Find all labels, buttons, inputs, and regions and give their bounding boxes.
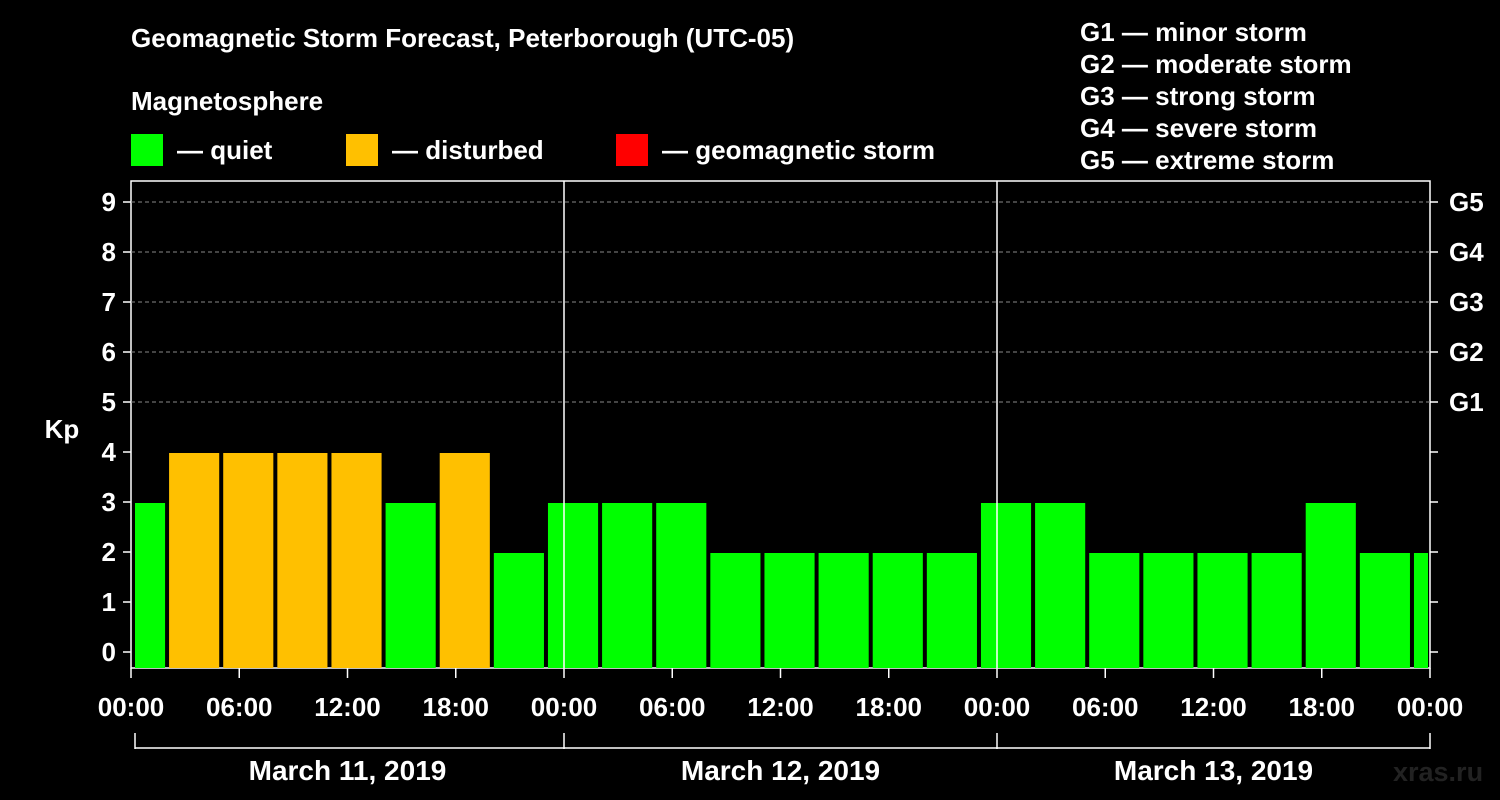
legend-item-disturbed: — disturbed [346, 133, 544, 167]
bar-8 [547, 503, 599, 668]
g-label-g5: G5 [1449, 187, 1484, 217]
x-tick-label-9: 06:00 [1072, 692, 1139, 722]
y-tick-label-3: 3 [102, 487, 116, 517]
storm-scale-legend: G1 — minor storm G2 — moderate storm G3 … [1080, 16, 1352, 176]
bar-17 [1035, 503, 1086, 668]
legend-label-disturbed: — disturbed [392, 134, 544, 165]
legend-swatch-storm [616, 134, 648, 166]
x-tick-label-8: 00:00 [964, 692, 1031, 722]
y-tick-label-1: 1 [102, 587, 116, 617]
legend-label-storm: — geomagnetic storm [662, 134, 936, 165]
bar-22 [1305, 503, 1356, 668]
bar-3 [277, 453, 328, 668]
x-tick-label-10: 12:00 [1180, 692, 1247, 722]
g-label-g1: G1 [1449, 387, 1484, 417]
y-tick-label-9: 9 [102, 187, 116, 217]
bar-10 [656, 503, 707, 668]
x-tick-label-4: 00:00 [531, 692, 598, 722]
watermark: xras.ru [1393, 757, 1484, 787]
g-label-g2: G2 [1449, 337, 1484, 367]
bar-4 [331, 453, 382, 668]
chart-title: Geomagnetic Storm Forecast, Peterborough… [131, 23, 795, 53]
scale-g3: G3 — strong storm [1080, 81, 1316, 111]
bar-12 [764, 553, 815, 668]
bar-1 [169, 453, 220, 668]
y-tick-label-7: 7 [102, 287, 116, 317]
x-tick-label-0: 00:00 [98, 692, 165, 722]
bar-24 [1413, 553, 1428, 668]
day-label-2: March 13, 2019 [1114, 755, 1313, 786]
x-tick-label-11: 18:00 [1289, 692, 1356, 722]
bar-6 [439, 453, 490, 668]
y-tick-label-5: 5 [102, 387, 116, 417]
y-tick-label-6: 6 [102, 337, 116, 367]
bar-23 [1359, 553, 1410, 668]
scale-g2: G2 — moderate storm [1080, 49, 1352, 79]
legend-item-quiet: — quiet [131, 133, 272, 167]
bar-2 [223, 453, 274, 668]
bar-19 [1143, 553, 1194, 668]
bar-14 [872, 553, 923, 668]
bar-0 [135, 503, 166, 668]
x-tick-label-2: 12:00 [314, 692, 381, 722]
bar-7 [493, 553, 544, 668]
x-tick-label-3: 18:00 [423, 692, 490, 722]
bar-18 [1089, 553, 1140, 668]
bar-11 [710, 553, 761, 668]
g-label-g4: G4 [1449, 237, 1484, 267]
scale-g5: G5 — extreme storm [1080, 145, 1335, 175]
y-tick-label-8: 8 [102, 237, 116, 267]
x-tick-label-5: 06:00 [639, 692, 706, 722]
bar-21 [1251, 553, 1302, 668]
legend-swatch-quiet [131, 134, 163, 166]
legend-label-quiet: — quiet [177, 134, 273, 165]
day-label-0: March 11, 2019 [249, 755, 447, 786]
y-tick-label-4: 4 [102, 437, 117, 467]
scale-g1: G1 — minor storm [1080, 17, 1307, 47]
y-axis-label: Kp [45, 414, 80, 444]
day-label-1: March 12, 2019 [681, 755, 880, 786]
bar-16 [980, 503, 1032, 668]
x-tick-label-6: 12:00 [747, 692, 814, 722]
bar-15 [926, 553, 977, 668]
x-tick-label-7: 18:00 [856, 692, 923, 722]
y-tick-label-2: 2 [102, 537, 116, 567]
bar-13 [818, 553, 869, 668]
bar-5 [385, 503, 436, 668]
bar-9 [602, 503, 653, 668]
x-tick-label-1: 06:00 [206, 692, 273, 722]
scale-g4: G4 — severe storm [1080, 113, 1318, 143]
y-tick-label-0: 0 [102, 637, 116, 667]
bar-20 [1197, 553, 1248, 668]
legend-swatch-disturbed [346, 134, 378, 166]
x-tick-label-12: 00:00 [1397, 692, 1464, 722]
magnetosphere-heading: Magnetosphere [131, 86, 324, 116]
legend-item-storm: — geomagnetic storm [616, 133, 935, 167]
g-label-g3: G3 [1449, 287, 1484, 317]
